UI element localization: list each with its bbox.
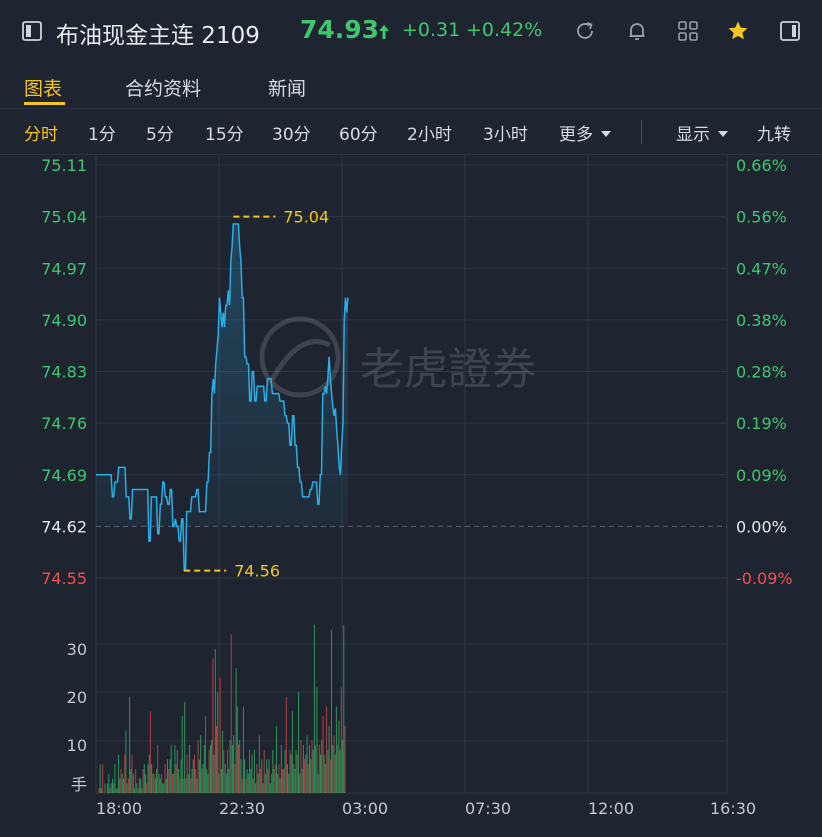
sidebar-toggle-icon[interactable] bbox=[22, 21, 42, 41]
price-change: +0.31 bbox=[402, 19, 461, 41]
price-tick-label: 75.11 bbox=[41, 156, 87, 175]
tab-bar: 图表 合约资料 新闻 bbox=[0, 62, 822, 109]
period-5m[interactable]: 5分 bbox=[146, 125, 174, 145]
low-marker-label: 74.56 bbox=[234, 562, 280, 581]
chart-area[interactable]: 老虎證券 75.04 74.56 75.11 75.04 74.97 74.90 74.8… bbox=[0, 155, 822, 833]
up-arrow-icon bbox=[379, 25, 389, 39]
percent-tick-label: 0.19% bbox=[736, 414, 787, 433]
price-change-pct: +0.42% bbox=[466, 19, 543, 41]
more-dropdown[interactable]: 更多 bbox=[559, 120, 611, 145]
high-marker-label: 75.04 bbox=[283, 208, 329, 227]
percent-tick-label: 0.66% bbox=[736, 156, 787, 175]
percent-tick-label: -0.09% bbox=[736, 569, 793, 588]
chevron-down-icon bbox=[601, 130, 611, 137]
time-tick-label: 03:00 bbox=[342, 799, 388, 818]
tab-chart[interactable]: 图表 bbox=[24, 78, 63, 100]
price-tick-label: 74.83 bbox=[41, 363, 87, 382]
price-tick-label: 74.62 bbox=[41, 517, 87, 536]
price-tick-label: 74.76 bbox=[41, 414, 87, 433]
price-line-path bbox=[96, 223, 349, 572]
time-axis: 18:00 22:30 03:00 07:30 12:00 16:30 bbox=[96, 799, 756, 818]
period-30m[interactable]: 30分 bbox=[272, 125, 311, 145]
tab-contract-info[interactable]: 合约资料 bbox=[125, 78, 202, 100]
active-tab-indicator bbox=[24, 102, 65, 105]
more-label: 更多 bbox=[559, 125, 593, 145]
bell-icon[interactable] bbox=[626, 20, 648, 42]
percent-tick-label: 0.00% bbox=[736, 517, 787, 536]
panel-icon[interactable] bbox=[779, 20, 801, 42]
volume-bars bbox=[98, 624, 346, 793]
instrument-title: 布油现金主连 2109 bbox=[56, 23, 260, 49]
nine-turn-button[interactable]: 九转 bbox=[757, 125, 791, 145]
period-60m[interactable]: 60分 bbox=[339, 125, 378, 145]
display-label: 显示 bbox=[676, 125, 710, 145]
percent-tick-label: 0.56% bbox=[736, 208, 787, 227]
percent-tick-label: 0.28% bbox=[736, 363, 787, 382]
volume-tick-label: 10 bbox=[67, 736, 87, 755]
percent-tick-label: 0.47% bbox=[736, 259, 787, 278]
star-icon[interactable] bbox=[727, 20, 749, 42]
volume-unit-label: 手 bbox=[71, 775, 87, 794]
period-2h[interactable]: 2小时 bbox=[407, 125, 452, 145]
time-tick-label: 12:00 bbox=[588, 799, 634, 818]
display-dropdown[interactable]: 显示 bbox=[676, 120, 728, 145]
time-tick-label: 16:30 bbox=[710, 799, 756, 818]
period-bar: 分时 1分 5分 15分 30分 60分 2小时 3小时 更多 显示 九转 bbox=[0, 108, 822, 155]
price-tick-label: 74.97 bbox=[41, 259, 87, 278]
watermark-text: 老虎證券 bbox=[360, 344, 536, 395]
watermark: 老虎證券 bbox=[259, 316, 536, 398]
time-tick-label: 07:30 bbox=[465, 799, 511, 818]
percent-tick-label: 0.38% bbox=[736, 311, 787, 330]
tab-news[interactable]: 新闻 bbox=[268, 78, 307, 100]
chart-grid bbox=[95, 155, 728, 794]
price-axis: 75.11 75.04 74.97 74.90 74.83 74.76 74.69 74.62… bbox=[41, 156, 87, 588]
chevron-down-icon bbox=[718, 130, 728, 137]
grid-icon[interactable] bbox=[677, 20, 699, 42]
divider bbox=[641, 120, 642, 144]
time-tick-label: 18:00 bbox=[96, 799, 142, 818]
price-tick-label: 74.69 bbox=[41, 466, 87, 485]
volume-tick-label: 20 bbox=[67, 688, 87, 707]
period-15m[interactable]: 15分 bbox=[205, 125, 244, 145]
price-tick-label: 75.04 bbox=[41, 208, 87, 227]
price-area-fill bbox=[96, 224, 348, 571]
price-tick-label: 74.55 bbox=[41, 569, 87, 588]
intraday-chart[interactable]: 老虎證券 75.04 74.56 75.11 75.04 74.97 74.90 74.8… bbox=[0, 155, 822, 833]
price-line bbox=[96, 223, 349, 572]
period-intraday[interactable]: 分时 bbox=[24, 125, 58, 145]
refresh-icon[interactable] bbox=[574, 20, 596, 42]
period-1m[interactable]: 1分 bbox=[88, 125, 116, 145]
last-price: 74.93 bbox=[300, 15, 380, 44]
price-tick-label: 74.90 bbox=[41, 311, 87, 330]
percent-axis: 0.66% 0.56% 0.47% 0.38% 0.28% 0.19% 0.09% 0.00%… bbox=[736, 156, 793, 588]
period-3h[interactable]: 3小时 bbox=[483, 125, 528, 145]
time-tick-label: 22:30 bbox=[219, 799, 265, 818]
high-low-markers: 75.04 74.56 bbox=[184, 208, 329, 581]
volume-tick-label: 30 bbox=[67, 640, 87, 659]
percent-tick-label: 0.09% bbox=[736, 466, 787, 485]
header: 布油现金主连 2109 74.93 +0.31 +0.42% bbox=[0, 0, 822, 62]
price-area bbox=[96, 224, 348, 571]
volume-axis: 30 20 10 手 bbox=[67, 640, 87, 794]
